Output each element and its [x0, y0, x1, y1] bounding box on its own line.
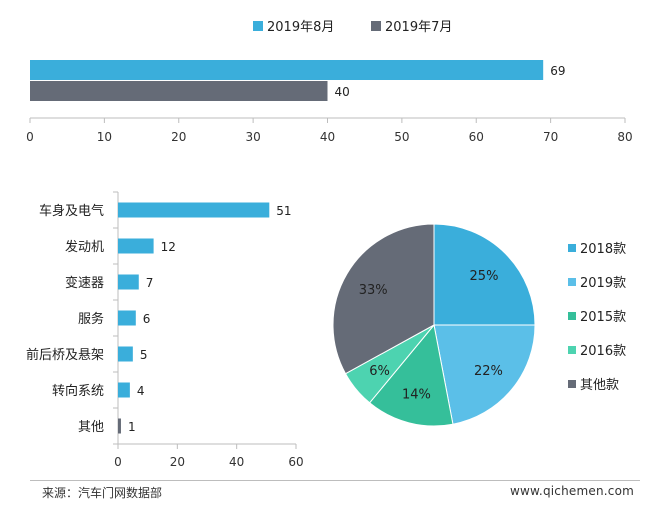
legend-label: 2019年7月 [385, 20, 452, 35]
x-tick-label: 0 [114, 455, 122, 469]
category-label: 变速器 [65, 275, 104, 291]
x-tick-label: 60 [288, 455, 303, 469]
category-label: 前后桥及悬架 [26, 347, 104, 363]
bar [30, 60, 544, 80]
bar [30, 81, 328, 101]
data-label: 69 [550, 64, 565, 78]
x-tick-label: 0 [26, 130, 34, 144]
x-tick-label: 70 [543, 130, 558, 144]
slice-label: 22% [474, 364, 503, 379]
legend-swatch [568, 312, 576, 320]
x-tick-label: 20 [171, 130, 186, 144]
legend-swatch [568, 380, 576, 388]
bar [118, 382, 130, 398]
x-tick-label: 40 [229, 455, 244, 469]
slice-label: 6% [369, 364, 390, 379]
legend-swatch [253, 21, 263, 31]
bar [118, 274, 139, 290]
legend-swatch [568, 244, 576, 252]
x-tick-label: 20 [170, 455, 185, 469]
data-label: 40 [335, 85, 350, 99]
data-label: 5 [140, 348, 148, 362]
pie-slice [332, 223, 435, 375]
x-tick-label: 30 [245, 130, 260, 144]
footer-divider [30, 480, 640, 481]
legend-label: 2019年8月 [267, 20, 334, 35]
category-label: 发动机 [65, 239, 104, 255]
category-bar-chart: 车身及电气 51 发动机 12 变速器 7 服务 6 前后桥及悬架 5 转向系统 4 其他 1 0 20 40 6… [26, 191, 304, 469]
data-label: 4 [137, 384, 145, 398]
slice-label: 33% [359, 283, 388, 298]
bar [118, 310, 136, 326]
data-label: 6 [143, 312, 151, 326]
pie-slice [368, 323, 454, 427]
legend-label: 2015款 [580, 310, 626, 325]
bar [118, 202, 270, 218]
pie-slice [433, 223, 536, 326]
pie-slice [433, 324, 536, 425]
x-tick-label: 80 [617, 130, 632, 144]
category-label: 车身及电气 [39, 203, 104, 219]
data-label: 12 [161, 240, 176, 254]
legend-label: 2018款 [580, 242, 626, 257]
bar [118, 346, 133, 362]
category-label: 转向系统 [52, 383, 104, 399]
legend-swatch [371, 21, 381, 31]
category-label: 服务 [78, 311, 104, 327]
bar [118, 418, 121, 434]
legend-label: 其他款 [580, 378, 619, 393]
source-note: 来源：汽车门网数据部 [42, 486, 163, 500]
data-label: 51 [276, 204, 291, 218]
slice-label: 14% [402, 387, 431, 402]
bar [118, 238, 154, 254]
top-bar-chart: 2019年8月 2019年7月 69 40 0 10 20 30 40 50 60 70 80 [26, 20, 632, 144]
x-tick-label: 60 [469, 130, 484, 144]
x-tick-label: 10 [97, 130, 112, 144]
legend-label: 2019款 [580, 276, 626, 291]
legend-swatch [568, 278, 576, 286]
data-label: 1 [128, 420, 136, 434]
slice-label: 25% [470, 269, 499, 284]
legend-swatch [568, 346, 576, 354]
x-tick-label: 40 [320, 130, 335, 144]
category-label: 其他 [78, 420, 104, 435]
website-link[interactable]: www.qichemen.com [509, 484, 634, 498]
legend-label: 2016款 [580, 344, 626, 359]
data-label: 7 [146, 276, 154, 290]
x-tick-label: 50 [394, 130, 409, 144]
